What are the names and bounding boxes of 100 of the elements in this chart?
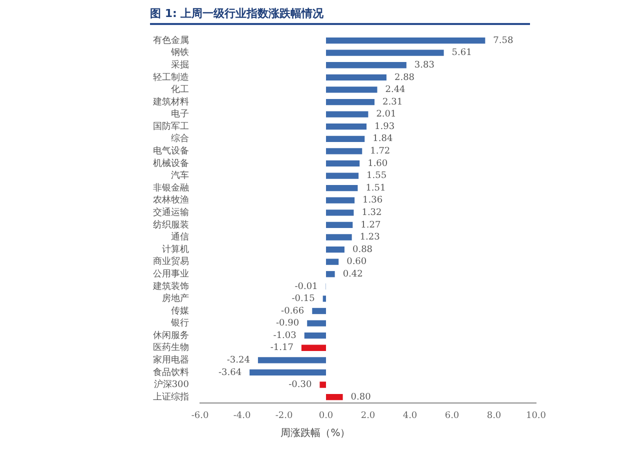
data-label: 5.61: [452, 48, 472, 58]
y-tick-label: 轻工制造: [153, 72, 189, 83]
bar: [326, 136, 365, 142]
y-tick-label: 房地产: [162, 293, 189, 304]
y-tick-label: 电子: [171, 108, 189, 120]
data-label: 2.88: [394, 72, 415, 83]
bar: [258, 357, 326, 364]
data-label: -0.01: [294, 282, 318, 292]
bar: [312, 308, 326, 314]
data-label: 1.27: [360, 220, 381, 230]
y-tick-label: 通信: [171, 232, 189, 243]
y-tick-label: 非银金融: [153, 182, 189, 194]
bar: [326, 184, 358, 192]
bar: [320, 382, 326, 388]
x-tick-label: 0.0: [318, 410, 334, 421]
y-tick-label: 食品饮料: [153, 366, 189, 378]
y-tick-label: 农林牧渔: [153, 194, 189, 206]
data-label: 1.51: [366, 183, 386, 194]
data-label: 1.32: [362, 208, 382, 218]
data-label: 0.88: [352, 244, 373, 255]
y-tick-label: 机械设备: [153, 158, 189, 169]
y-tick-label: 交通运输: [153, 206, 189, 218]
bar: [326, 160, 360, 167]
data-label: 2.01: [376, 110, 396, 120]
bar: [326, 271, 335, 278]
data-label: -0.15: [292, 294, 316, 304]
y-tick-label: 电气设备: [153, 146, 189, 157]
data-label: 2.44: [385, 85, 406, 96]
y-tick-label: 采掘: [171, 59, 189, 70]
x-tick-label: -2.0: [275, 410, 293, 421]
y-tick-label: 休闲服务: [153, 330, 189, 341]
data-label: 7.58: [493, 36, 514, 46]
data-label: 1.60: [368, 158, 388, 169]
y-tick-label: 上证综指: [153, 391, 189, 402]
y-tick-label: 计算机: [162, 244, 189, 255]
bar: [326, 98, 375, 106]
bar: [301, 344, 326, 351]
data-label: -3.24: [226, 356, 250, 366]
bar: [304, 332, 326, 339]
bar: [326, 246, 344, 253]
x-axis-title: 周涨跌幅（%）: [280, 426, 352, 440]
x-tick-label: 2.0: [360, 410, 376, 421]
data-label: 3.83: [414, 60, 435, 70]
bar: [326, 172, 359, 179]
y-tick-label: 有色金属: [153, 34, 189, 46]
data-label: -3.64: [218, 368, 242, 378]
y-tick-label: 商业贸易: [153, 256, 189, 268]
data-label: 1.55: [366, 171, 387, 182]
data-label: 1.23: [360, 232, 380, 243]
bar: [326, 111, 368, 118]
y-tick-label: 纺织服装: [153, 219, 189, 230]
bar: [326, 37, 486, 44]
x-tick-label: 6.0: [444, 410, 460, 421]
y-tick-label: 建筑装饰: [152, 280, 189, 292]
y-tick-label: 沪深300: [154, 379, 190, 390]
x-tick-label: 10.0: [526, 410, 546, 421]
data-label: 0.60: [346, 257, 367, 268]
bar: [326, 86, 378, 93]
data-label: 0.42: [342, 269, 363, 280]
bar: [307, 320, 326, 326]
data-label: 1.72: [370, 146, 390, 157]
data-label: -0.90: [276, 318, 300, 329]
bar: [326, 62, 406, 68]
y-tick-label: 钢铁: [170, 47, 189, 58]
data-label: -1.17: [270, 343, 294, 354]
data-label: 0.80: [350, 392, 372, 402]
bar: [326, 197, 355, 204]
data-label: 1.36: [362, 196, 383, 206]
y-tick-label: 银行: [170, 318, 189, 329]
bar: [326, 222, 353, 228]
bar: [250, 369, 326, 376]
y-tick-label: 化工: [171, 84, 189, 96]
bar: [326, 50, 444, 56]
y-tick-label: 传媒: [171, 305, 189, 316]
data-label: 1.93: [374, 122, 395, 132]
y-tick-label: 汽车: [171, 170, 189, 182]
bar: [326, 234, 352, 240]
bar: [326, 394, 343, 400]
x-tick-label: -4.0: [233, 410, 251, 421]
data-label: -0.30: [288, 380, 312, 390]
y-tick-label: 家用电器: [153, 354, 189, 366]
data-label: 2.31: [382, 97, 403, 108]
chart-title: 图 1: 上周一级行业指数涨跌幅情况: [150, 6, 530, 25]
x-tick-label: 8.0: [486, 410, 502, 421]
y-tick-label: 医药生物: [153, 342, 189, 354]
x-tick-label: -6.0: [191, 410, 209, 421]
y-tick-label: 公用事业: [153, 268, 189, 280]
bar: [326, 124, 367, 130]
y-tick-label: 综合: [171, 133, 189, 144]
data-label: -1.03: [273, 330, 297, 341]
bar: [322, 296, 326, 302]
y-tick-label: 建筑材料: [152, 96, 189, 108]
data-label: 1.84: [372, 134, 393, 144]
data-label: -0.66: [281, 306, 304, 316]
x-tick-label: 4.0: [402, 410, 418, 421]
bar: [326, 210, 354, 216]
y-tick-label: 国防军工: [153, 120, 189, 132]
bar: [326, 148, 362, 154]
bar: [326, 74, 386, 80]
bar: [326, 258, 339, 265]
